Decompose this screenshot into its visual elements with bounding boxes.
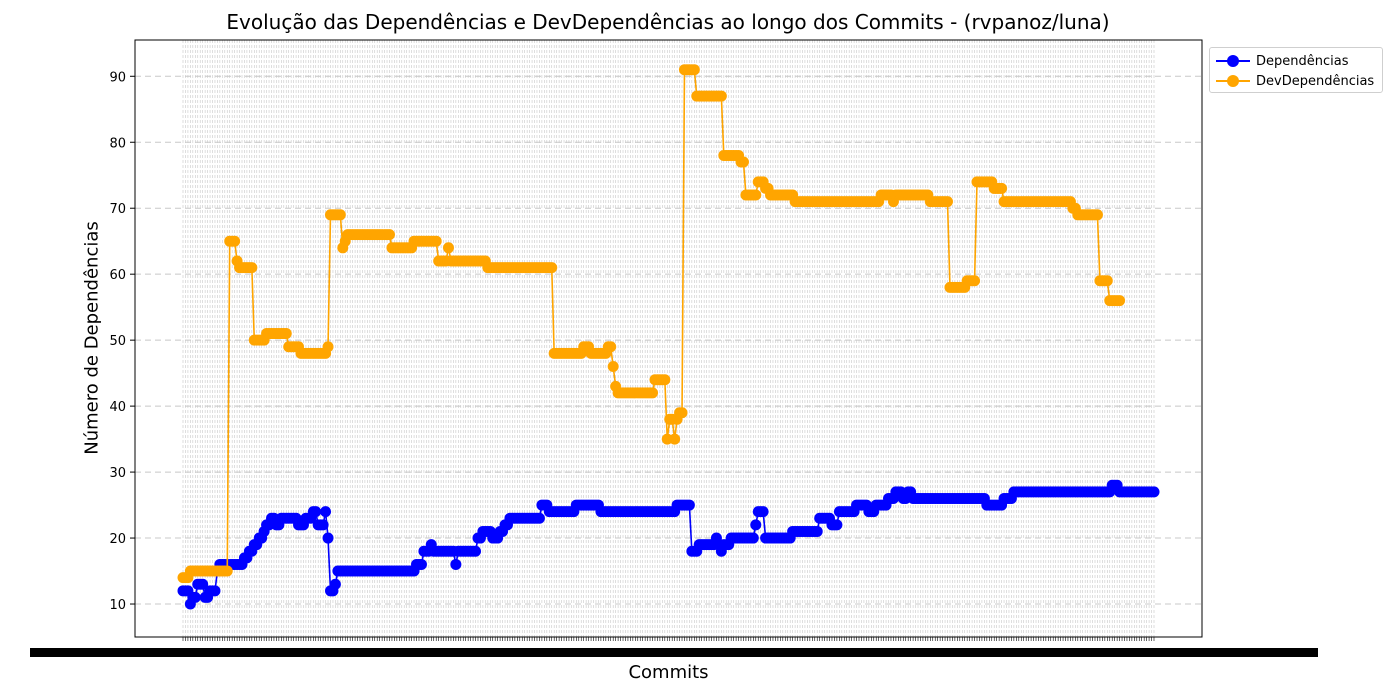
plot-area-frame — [134, 39, 1203, 638]
data-point — [750, 519, 762, 531]
y-axis-label: Número de Dependências — [81, 221, 103, 455]
data-point — [221, 565, 233, 577]
x-tick-labels — [30, 648, 1318, 657]
data-point — [715, 90, 727, 102]
data-point — [450, 558, 462, 570]
data-point — [1091, 209, 1103, 221]
series-devdependencias — [177, 64, 1126, 584]
data-point — [747, 532, 759, 544]
y-tick-label: 20 — [109, 532, 126, 547]
legend: Dependências DevDependências — [1209, 47, 1383, 93]
y-tick-label: 10 — [109, 598, 126, 613]
y-tick-label: 80 — [109, 136, 126, 151]
grid — [135, 40, 1202, 637]
data-point — [415, 558, 427, 570]
data-point — [1114, 295, 1126, 307]
data-point — [197, 578, 209, 590]
legend-item-devdependencias: DevDependências — [1216, 71, 1374, 91]
data-point — [546, 262, 558, 274]
x-axis-label: Commits — [628, 662, 709, 683]
y-tick-label: 40 — [109, 400, 126, 415]
data-point — [996, 182, 1008, 194]
data-point — [322, 341, 334, 353]
y-tick-label: 60 — [109, 268, 126, 283]
y-axis: 10 20 30 40 50 60 70 80 90 — [109, 70, 135, 613]
data-point — [811, 525, 823, 537]
data-point — [659, 374, 671, 386]
data-point — [317, 519, 329, 531]
legend-label-dependencias: Dependências — [1256, 53, 1349, 69]
data-point — [605, 341, 617, 353]
data-point — [329, 578, 341, 590]
data-point — [189, 591, 201, 603]
data-point — [737, 156, 749, 168]
series-dependencias — [177, 479, 1160, 610]
data-point — [669, 433, 681, 445]
data-point — [334, 209, 346, 221]
data-point — [533, 512, 545, 524]
data-point — [430, 235, 442, 247]
data-point — [442, 242, 454, 254]
data-point — [688, 64, 700, 76]
data-point — [229, 235, 241, 247]
data-point — [320, 506, 332, 518]
y-tick-label: 70 — [109, 202, 126, 217]
y-tick-label: 30 — [109, 466, 126, 481]
legend-swatch-devdependencias — [1216, 71, 1250, 91]
series — [177, 64, 1160, 610]
data-point — [1101, 275, 1113, 287]
data-point — [676, 407, 688, 419]
data-point — [969, 275, 981, 287]
data-point — [246, 262, 258, 274]
data-point — [647, 387, 659, 399]
data-point — [322, 532, 334, 544]
data-point — [209, 585, 221, 597]
data-point — [831, 519, 843, 531]
data-point — [1148, 486, 1160, 498]
y-tick-label: 90 — [109, 70, 126, 85]
data-point — [750, 189, 762, 201]
data-point — [310, 506, 322, 518]
legend-item-dependencias: Dependências — [1216, 51, 1349, 71]
data-point — [757, 506, 769, 518]
data-point — [683, 499, 695, 511]
y-tick-label: 50 — [109, 334, 126, 349]
x-axis — [30, 637, 1318, 657]
data-point — [942, 196, 954, 208]
data-point — [280, 328, 292, 340]
legend-swatch-dependencias — [1216, 51, 1250, 71]
data-point — [383, 229, 395, 241]
data-point — [470, 545, 482, 557]
data-point — [607, 361, 619, 373]
chart-title: Evolução das Dependências e DevDependênc… — [226, 10, 1110, 34]
legend-label-devdependencias: DevDependências — [1256, 73, 1375, 89]
